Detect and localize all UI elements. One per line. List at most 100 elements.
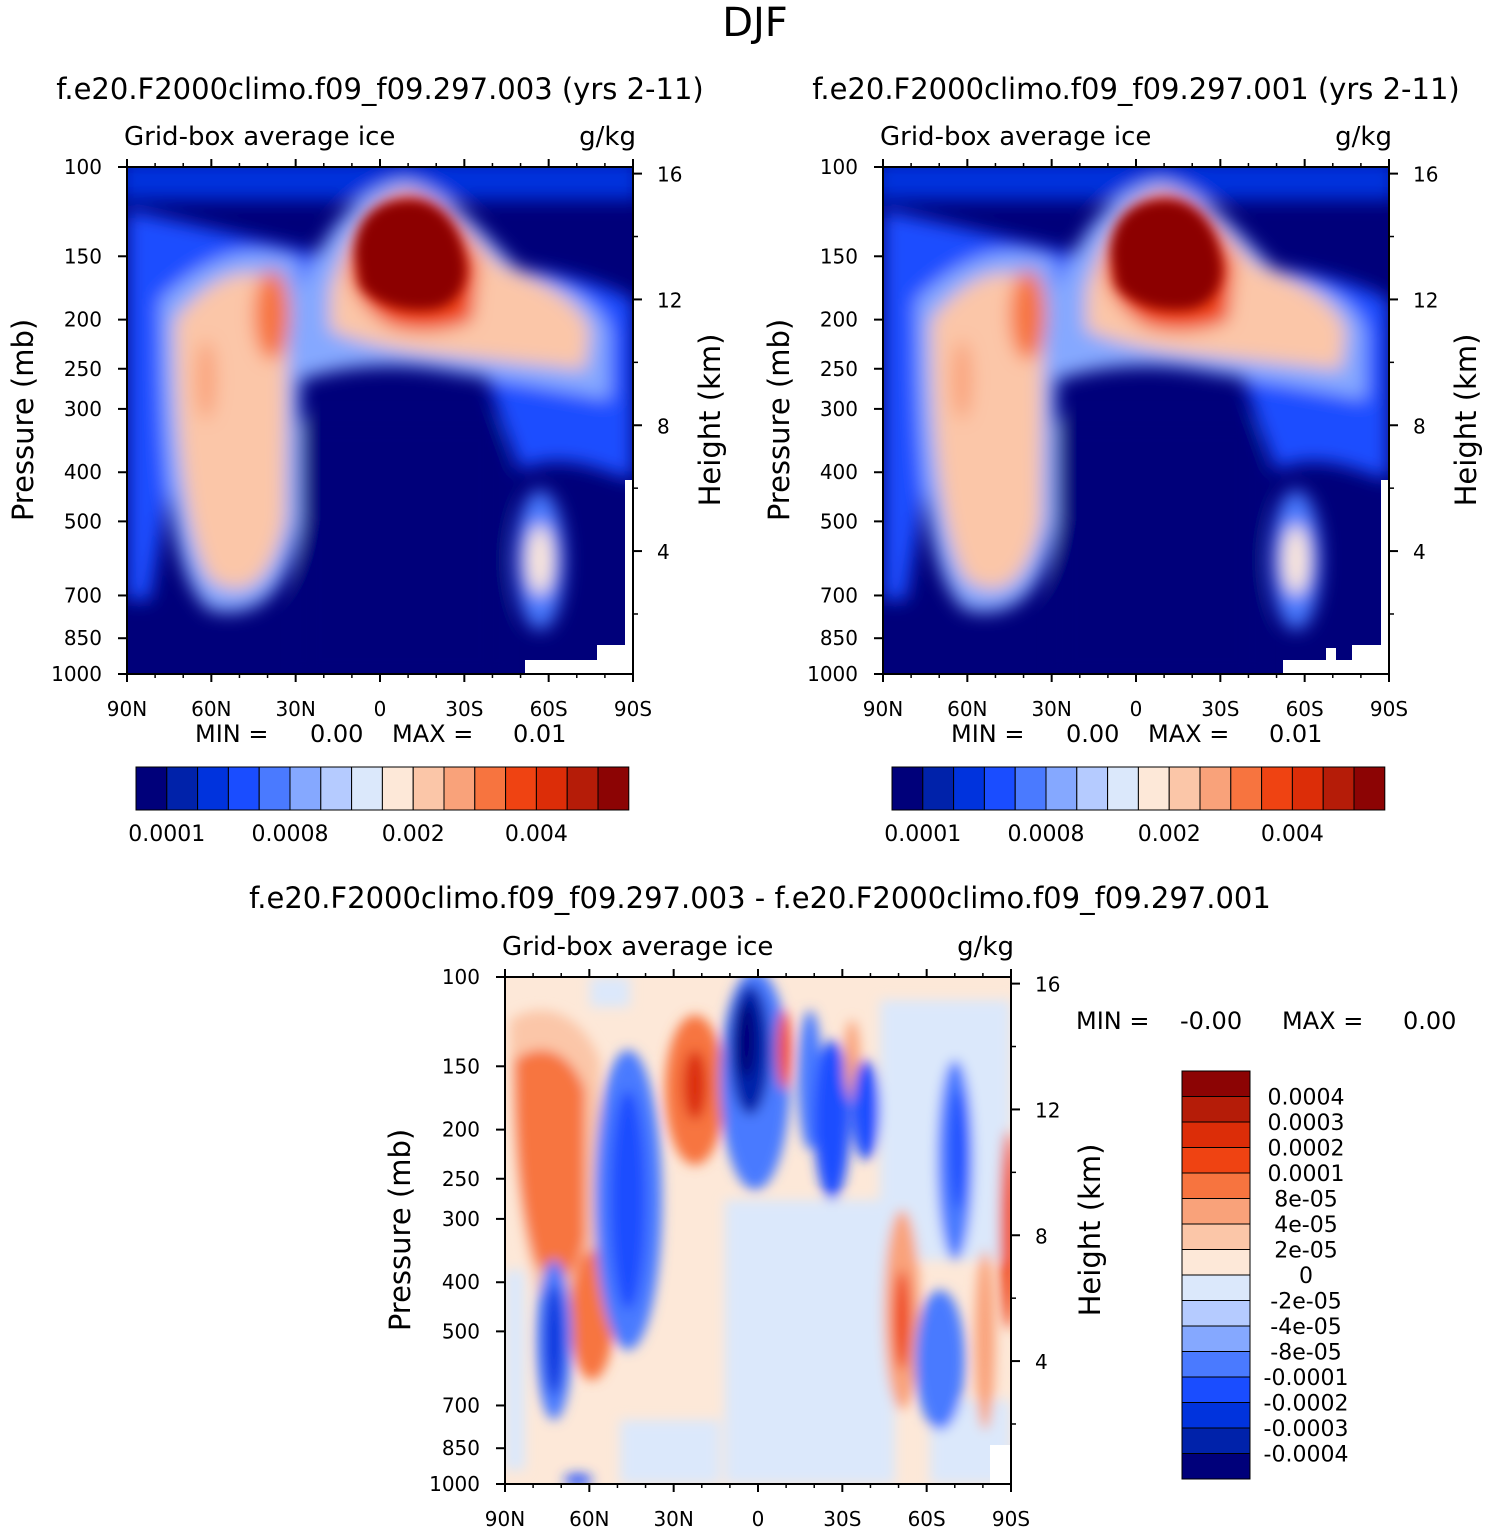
colorbar-label: -2e-05 (1270, 1290, 1341, 1315)
x-tick-label: 30S (823, 1507, 861, 1531)
x-tick-label: 60S (530, 697, 568, 721)
y-tick-label: 150 (820, 244, 858, 268)
y-tick-label: 500 (820, 509, 858, 533)
heatmap-area (505, 977, 1011, 1484)
x-tick-label: 60N (947, 697, 987, 721)
y-tick-label: 150 (442, 1054, 480, 1078)
y-tick-label: 200 (64, 308, 102, 332)
colorbar-box (1230, 766, 1263, 811)
min-label: MIN = (195, 720, 268, 748)
colorbar-box (953, 766, 985, 811)
colorbar-box (597, 766, 630, 811)
y-tick-label: 200 (820, 308, 858, 332)
colorbar-label: -0.0003 (1264, 1417, 1349, 1442)
colorbar-label: 0.0008 (252, 822, 329, 847)
colorbar-label: 0.0003 (1268, 1111, 1345, 1136)
colorbar-box (1181, 1249, 1251, 1276)
x-tick-label: 90N (863, 697, 903, 721)
colorbar-box (1181, 1198, 1251, 1225)
colorbar-box (381, 766, 414, 811)
x-tick-label: 30N (275, 697, 315, 721)
y-tick-label: 700 (442, 1393, 480, 1417)
colorbar: 0.0001 0.0008 0.002 0.004 (128, 766, 630, 847)
max-label: MAX = (1148, 720, 1229, 748)
x-tick-label: 30N (1031, 697, 1071, 721)
colorbar-label: 0.002 (1138, 822, 1201, 847)
heatmap-area (127, 167, 633, 674)
y-axis-label: Pressure (mb) (6, 319, 40, 521)
y-right-tick-label: 16 (657, 163, 682, 187)
y-tick-label: 400 (64, 460, 102, 484)
y-axis-right-label: Height (km) (1073, 1144, 1107, 1317)
x-tick-label: 90N (107, 697, 147, 721)
y-tick-label: 400 (820, 460, 858, 484)
x-tick-label: 30N (653, 1507, 693, 1531)
colorbar-box (566, 766, 599, 811)
colorbar-box (891, 766, 924, 811)
panel-title: f.e20.F2000climo.f09_f09.297.003 - f.e20… (249, 881, 1271, 915)
y-right-tick-label: 12 (1035, 1098, 1060, 1122)
min-value: -0.00 (1180, 1007, 1242, 1035)
colorbar-box (1076, 766, 1109, 811)
y-right-tick-label: 4 (657, 540, 670, 564)
y-tick-label: 1000 (429, 1472, 480, 1496)
y-tick-label: 200 (442, 1118, 480, 1142)
colorbar-box (1181, 1300, 1251, 1327)
panel-case-003: f.e20.F2000climo.f09_f09.297.003 (yrs 2-… (6, 72, 727, 847)
x-tick-label: 60N (569, 1507, 609, 1531)
colorbar-box (1107, 766, 1139, 811)
panel-difference: f.e20.F2000climo.f09_f09.297.003 - f.e20… (249, 881, 1456, 1531)
colorbar-box (1137, 766, 1170, 811)
y-axis-right-label: Height (km) (693, 334, 727, 507)
colorbar-label: 0.0001 (884, 822, 961, 847)
colorbar-box (1181, 1096, 1251, 1123)
min-label: MIN = (951, 720, 1024, 748)
panel-variable-label: Grid-box average ice (124, 122, 395, 152)
colorbar-box (1181, 1172, 1251, 1199)
y-axis-right-label: Height (km) (1449, 334, 1483, 507)
colorbar-box (412, 766, 445, 811)
colorbar-label: 4e-05 (1274, 1213, 1337, 1238)
colorbar-label: 8e-05 (1274, 1188, 1337, 1213)
y-right-tick-label: 4 (1035, 1350, 1048, 1374)
colorbar-box (1322, 766, 1355, 811)
colorbar-box (922, 766, 955, 811)
colorbar-box (1181, 1376, 1251, 1403)
colorbar-label: 0.002 (382, 822, 445, 847)
x-tick-label: 90S (1370, 697, 1408, 721)
y-tick-label: 250 (442, 1167, 480, 1191)
colorbar-box (1181, 1325, 1251, 1352)
colorbar-label: 0.0001 (128, 822, 205, 847)
colorbar-box (1181, 1070, 1251, 1097)
y-tick-label: 500 (64, 509, 102, 533)
colorbar-label: 0.004 (1261, 822, 1324, 847)
figure-title: DJF (722, 0, 788, 46)
colorbar-box (535, 766, 568, 811)
y-tick-label: 250 (820, 357, 858, 381)
y-tick-label: 850 (820, 626, 858, 650)
y-tick-label: 100 (820, 155, 858, 179)
x-tick-label: 0 (1130, 697, 1143, 721)
max-label: MAX = (1282, 1007, 1363, 1035)
y-right-tick-label: 12 (1413, 288, 1438, 312)
panel-units-label: g/kg (579, 122, 636, 152)
colorbar-box (166, 766, 199, 811)
y-tick-label: 500 (442, 1319, 480, 1343)
y-tick-label: 250 (64, 357, 102, 381)
y-tick-label: 100 (442, 965, 480, 989)
x-tick-label: 30S (1201, 697, 1239, 721)
colorbar-box (1014, 766, 1047, 811)
colorbar-box (983, 766, 1016, 811)
colorbar-label: 0.0002 (1268, 1137, 1345, 1162)
panel-title: f.e20.F2000climo.f09_f09.297.001 (yrs 2-… (812, 72, 1459, 106)
colorbar-box (135, 766, 168, 811)
y-tick-label: 700 (64, 583, 102, 607)
colorbar-box (1353, 766, 1386, 811)
x-tick-label: 60S (908, 1507, 946, 1531)
y-tick-label: 1000 (51, 662, 102, 686)
y-tick-label: 300 (442, 1207, 480, 1231)
y-right-tick-label: 4 (1413, 540, 1426, 564)
colorbar: 0.0001 0.0008 0.002 0.004 (884, 766, 1386, 847)
y-tick-label: 400 (442, 1270, 480, 1294)
